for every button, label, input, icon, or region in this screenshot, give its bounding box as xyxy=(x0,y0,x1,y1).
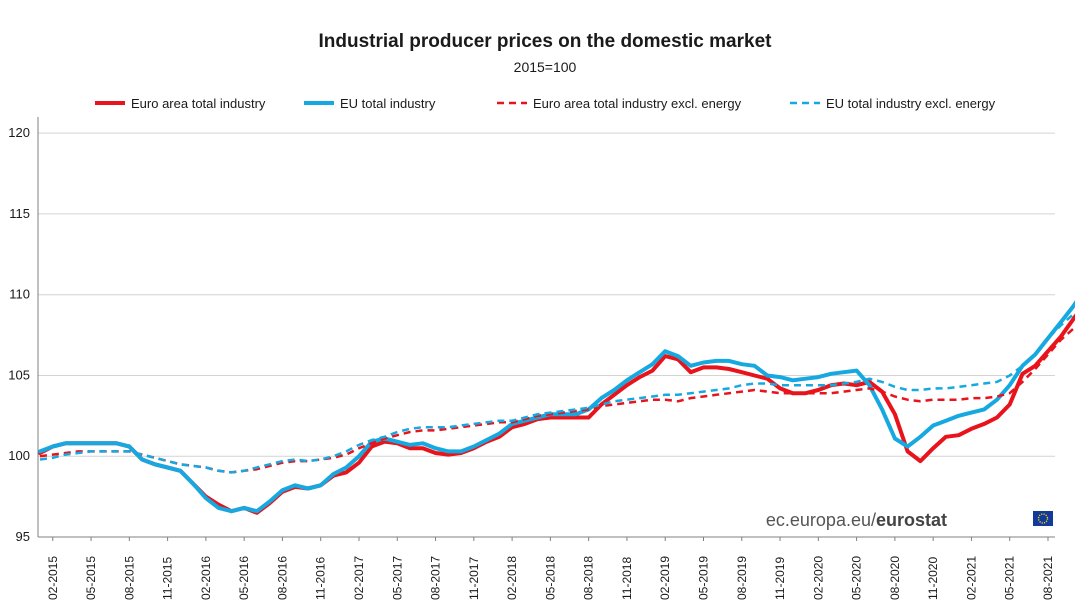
x-tick-label: 02-2020 xyxy=(811,556,825,600)
y-axis-ticks: 95 100 105 110 115 120 xyxy=(8,125,30,544)
y-tick-label: 115 xyxy=(9,206,30,221)
x-tick-label: 02-2017 xyxy=(352,556,366,600)
x-tick-label: 08-2018 xyxy=(582,556,596,600)
y-tick-label: 110 xyxy=(9,287,30,302)
x-tick-label: 05-2016 xyxy=(237,556,251,600)
y-tick-label: 100 xyxy=(8,448,30,463)
watermark-brand: eurostat xyxy=(876,510,947,530)
series-line-1 xyxy=(38,313,1075,515)
x-tick-label: 08-2017 xyxy=(429,556,443,600)
x-tick-label: 08-2015 xyxy=(122,556,136,600)
x-tick-label: 05-2017 xyxy=(390,556,404,600)
series-line-4 xyxy=(39,310,1075,474)
x-tick-label: 11-2019 xyxy=(773,557,787,600)
x-tick-label: 11-2015 xyxy=(161,557,175,600)
x-axis-ticks: 02-2015 05-2015 08-2015 11-2015 02-2016 05-20… xyxy=(46,537,1055,600)
legend-label: Euro area total industry xyxy=(131,96,266,111)
series-lines xyxy=(38,300,1075,515)
eu-flag-icon xyxy=(1033,511,1053,526)
chart-subtitle: 2015=100 xyxy=(514,59,577,75)
x-tick-label: 02-2019 xyxy=(658,556,672,600)
chart-title: Industrial producer prices on the domest… xyxy=(319,31,773,52)
x-tick-label: 02-2016 xyxy=(199,556,213,600)
watermark-text: ec.europa.eu/eurostat xyxy=(766,510,947,530)
x-tick-label: 02-2018 xyxy=(505,556,519,600)
x-tick-label: 11-2017 xyxy=(467,557,481,600)
gridlines xyxy=(38,132,1055,457)
x-tick-label: 05-2019 xyxy=(696,556,710,600)
axes xyxy=(37,117,1055,538)
y-tick-label: 105 xyxy=(8,367,30,382)
y-tick-label: 95 xyxy=(16,529,30,544)
x-tick-label: 02-2015 xyxy=(46,556,60,600)
x-tick-label: 11-2016 xyxy=(314,557,328,600)
x-tick-label: 11-2020 xyxy=(926,557,940,600)
x-tick-label: 08-2019 xyxy=(735,556,749,600)
x-tick-label: 05-2020 xyxy=(850,556,864,600)
legend-label: EU total industry xyxy=(340,96,436,111)
watermark-prefix: ec.europa.eu/ xyxy=(766,510,876,530)
y-tick-label: 120 xyxy=(8,125,30,140)
eurostat-watermark: ec.europa.eu/eurostat xyxy=(766,510,1053,530)
x-tick-label: 08-2020 xyxy=(888,556,902,600)
x-tick-label: 08-2021 xyxy=(1041,556,1055,600)
x-tick-label: 05-2018 xyxy=(543,556,557,600)
x-tick-label: 08-2016 xyxy=(275,556,289,600)
legend-label: EU total industry excl. energy xyxy=(826,96,996,111)
x-tick-label: 05-2015 xyxy=(84,556,98,600)
legend: Euro area total industry EU total industr… xyxy=(95,96,996,111)
legend-label: Euro area total industry excl. energy xyxy=(533,96,742,111)
x-tick-label: 02-2021 xyxy=(964,556,978,600)
x-tick-label: 05-2021 xyxy=(1003,556,1017,600)
x-tick-label: 11-2018 xyxy=(620,557,634,600)
